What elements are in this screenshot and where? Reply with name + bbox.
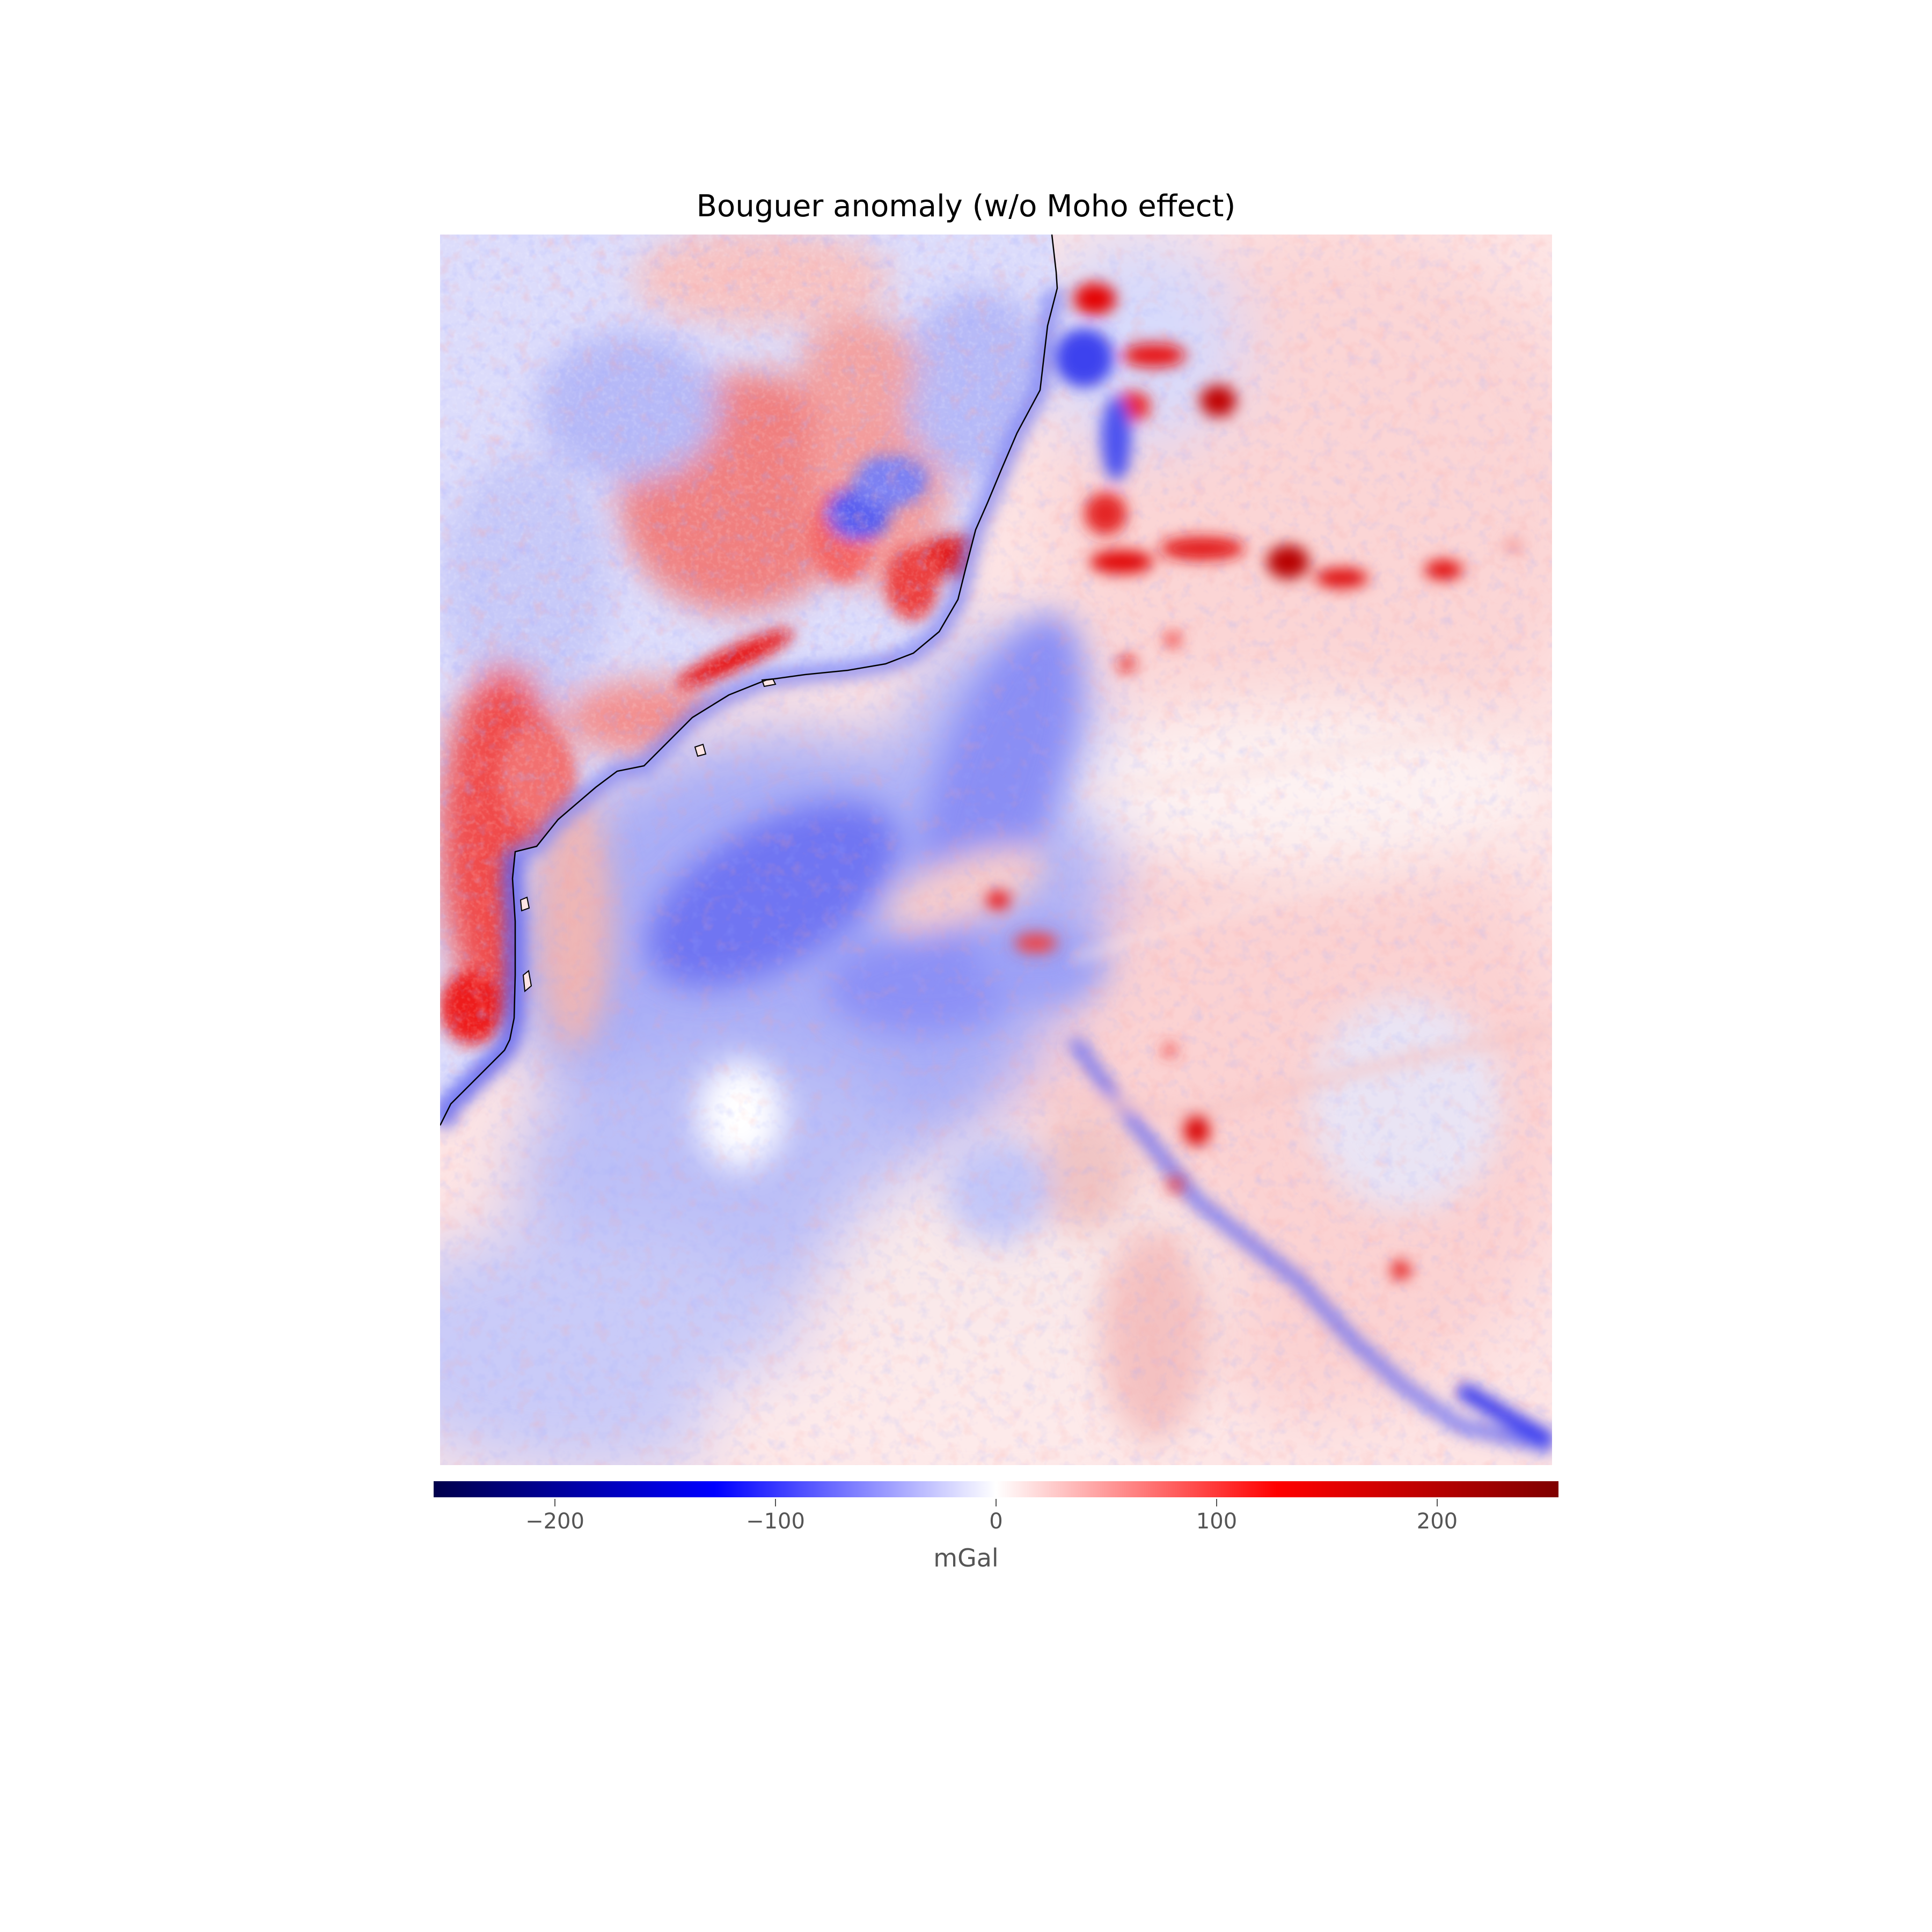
colorbar-tick-label: −100: [746, 1509, 805, 1534]
colorbar-tick-label: 0: [989, 1509, 1003, 1534]
colorbar-tick-mark: [996, 1499, 997, 1506]
colorbar-tick-label: 100: [1196, 1509, 1238, 1534]
colorbar: [434, 1481, 1558, 1497]
colorbar-tick-mark: [554, 1499, 556, 1506]
coastline: [440, 235, 1058, 1126]
colorbar-gradient: [434, 1481, 1558, 1497]
anomaly-map: [440, 235, 1552, 1465]
colorbar-tick-mark: [1436, 1499, 1438, 1506]
plot-title: Bouguer anomaly (w/o Moho effect): [696, 189, 1236, 224]
colorbar-label: mGal: [933, 1543, 999, 1572]
colorbar-tick-mark: [775, 1499, 777, 1506]
colorbar-tick-label: −200: [525, 1509, 584, 1534]
colorbar-tick-mark: [1216, 1499, 1217, 1506]
colorbar-tick-label: 200: [1416, 1509, 1458, 1534]
